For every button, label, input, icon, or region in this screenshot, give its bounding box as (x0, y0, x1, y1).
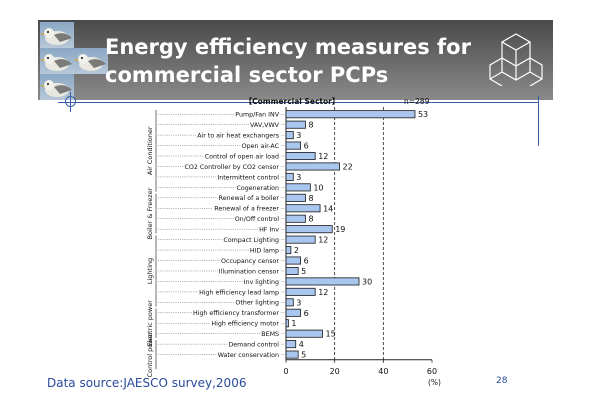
bar (285, 204, 321, 213)
bar (285, 350, 299, 359)
bird-photo-icon (40, 22, 74, 48)
x-tick-label: 20 (330, 367, 340, 376)
group-label: Control power (146, 331, 154, 377)
bar-value-label: 6 (304, 257, 309, 266)
bar (285, 193, 306, 202)
bar-value-label: 14 (323, 204, 333, 213)
category-label: Renewal of a freezer (214, 206, 279, 213)
bar-value-label: 8 (308, 121, 313, 130)
bird-photo-icon (40, 74, 74, 100)
bar (285, 298, 294, 307)
bar (285, 277, 360, 286)
category-label: On/Off control (235, 216, 279, 223)
bar (285, 246, 292, 255)
category-label: Occupancy censor (221, 258, 279, 265)
x-tick-label: 0 (283, 367, 288, 376)
page-number: 28 (496, 376, 508, 386)
category-label: High efficiency transformer (193, 310, 279, 317)
category-label: Pump/Fan INV (235, 112, 279, 119)
bar-value-label: 5 (301, 351, 306, 360)
bar-value-label: 8 (308, 215, 313, 224)
category-label: Cogeneration (237, 185, 280, 192)
x-tick-label: 60 (427, 367, 437, 376)
bar-value-label: 3 (296, 131, 301, 140)
bar-value-label: 10 (313, 183, 323, 192)
category-label: Renewal of a boiler (219, 195, 280, 202)
bar (285, 287, 316, 296)
bar-value-label: 5 (301, 267, 306, 276)
category-label: Other lighting (235, 300, 279, 307)
category-label: VAV,VWV (250, 122, 280, 129)
bar (285, 319, 289, 328)
category-label: Illumination censor (219, 268, 280, 275)
decorative-line (58, 102, 538, 103)
group-label: Electric power (146, 300, 154, 347)
bar (285, 256, 302, 265)
slide-title: Energy efficiency measures for commercia… (105, 35, 471, 87)
bar (285, 308, 302, 317)
bar (285, 152, 316, 161)
decorative-circle (65, 96, 76, 107)
group-label: Air Conditioner (146, 126, 154, 175)
bar-value-label: 3 (296, 298, 301, 307)
bar-value-label: 53 (418, 110, 428, 119)
category-label: Inv lighting (244, 279, 279, 286)
bird-photo-icon (40, 48, 74, 74)
data-source: Data source:JAESCO survey,2006 (47, 376, 247, 390)
bar-value-label: 2 (294, 246, 299, 255)
category-label: Water conservation (218, 352, 279, 359)
category-label: HF Inv (259, 227, 279, 234)
group-label: Lighting (146, 258, 154, 284)
bar-value-label: 6 (304, 309, 309, 318)
category-label: Control of open air load (205, 153, 279, 160)
bar-value-label: 30 (362, 277, 372, 286)
bar (285, 172, 294, 181)
bar-value-label: 12 (318, 152, 328, 161)
category-label: CO2 Controller by CO2 censor (185, 164, 280, 171)
bar (285, 110, 416, 119)
bar (285, 329, 323, 338)
bird-photo-icon (74, 48, 108, 74)
chart-title: 【Commercial Sector】 (245, 96, 340, 106)
category-label: Intermittent control (217, 174, 279, 181)
bar (285, 162, 340, 171)
bar-value-label: 12 (318, 236, 328, 245)
category-label: High efficiency motor (211, 321, 279, 328)
bar-value-label: 19 (335, 225, 345, 234)
bar-value-label: 15 (326, 330, 336, 339)
category-label: Open air-AC (242, 143, 280, 150)
group-label: Boiler & Freezer (146, 187, 154, 239)
category-label: Demand control (228, 342, 279, 349)
bar (285, 131, 294, 140)
category-label: Air to air heat exchangers (197, 133, 279, 140)
bar (285, 225, 333, 234)
category-label: High efficiency lead lamp (199, 289, 279, 296)
bar (285, 340, 297, 349)
sample-size-label: n=289 (404, 97, 430, 106)
bar-value-label: 22 (343, 162, 353, 171)
bar-value-label: 3 (296, 173, 301, 182)
bar (285, 141, 302, 150)
bar-value-label: 4 (299, 340, 304, 349)
bar (285, 183, 311, 192)
title-bar (38, 20, 553, 100)
category-label: HID lamp (250, 247, 279, 254)
geometric-cube-logo-icon (489, 33, 543, 86)
bar-value-label: 1 (291, 319, 296, 328)
decorative-line (538, 96, 539, 146)
bar (285, 120, 306, 129)
bar (285, 235, 316, 244)
x-axis-label: (%) (428, 378, 441, 387)
bar-value-label: 8 (308, 194, 313, 203)
bar-value-label: 6 (304, 142, 309, 151)
bar (285, 266, 299, 275)
category-label: Compact Lighting (223, 237, 279, 244)
category-label: BEMS (261, 331, 279, 338)
bar-value-label: 12 (318, 288, 328, 297)
bar (285, 214, 306, 223)
x-tick-label: 40 (378, 367, 388, 376)
